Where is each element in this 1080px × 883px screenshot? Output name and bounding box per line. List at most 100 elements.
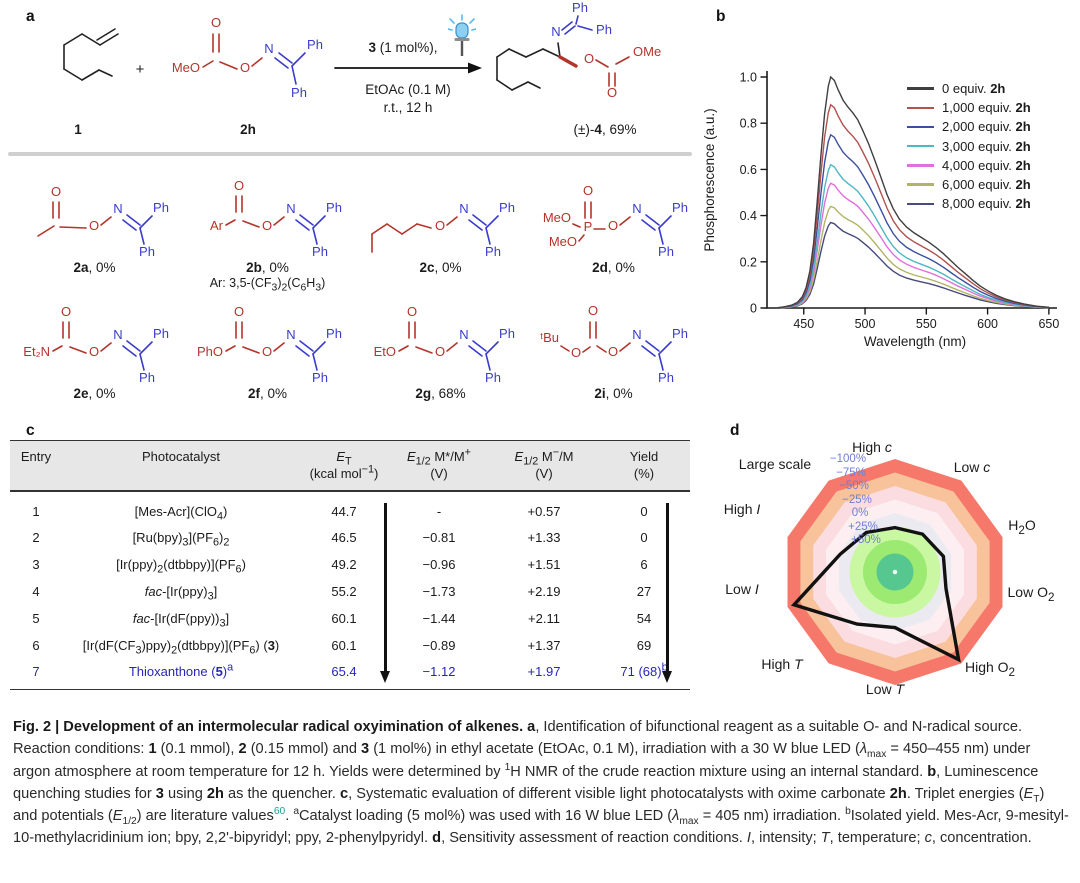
legend-label: 0 equiv. 2h (942, 81, 1006, 97)
legend-label: 3,000 equiv. 2h (942, 138, 1031, 154)
table-cell: 46.5 (331, 530, 357, 546)
radar-axis-label: H2O (1008, 517, 1036, 537)
table-cell: 69 (636, 637, 652, 653)
panel-d-letter: d (730, 422, 740, 439)
svg-text:Ar: Ar (210, 218, 224, 233)
radar-axis-label: High T (761, 656, 803, 672)
svg-text:PhO: PhO (196, 344, 222, 359)
substrate-label-2g: 2g, 68% (415, 386, 466, 401)
table-row-entry-1: 1 [Mes-Acr](ClO4) 44.7 - +0.57 0 (10, 498, 690, 525)
radar-axis-label: Low c (953, 459, 991, 475)
table-cell: −0.81 (422, 530, 456, 546)
legend-item: 8,000 equiv. 2h (907, 194, 1031, 213)
table-cell: 0 (640, 503, 648, 519)
svg-text:Ph: Ph (312, 244, 328, 259)
table-cell: +0.57 (527, 503, 561, 519)
svg-text:450: 450 (793, 317, 814, 331)
table-cell: −1.44 (422, 610, 456, 626)
radar-ring-label: −50% (839, 480, 869, 492)
svg-text:650: 650 (1038, 317, 1059, 331)
table-header-row: Entry Photocatalyst ET (kcal mol−1) E1/2 M*/… (10, 440, 690, 492)
series-line (776, 205, 1049, 309)
table-cell: −1.73 (422, 584, 456, 600)
legend-line-swatch (907, 202, 934, 205)
table-cell: 2 (32, 530, 40, 546)
structure-2c: ON Ph Ph (370, 200, 514, 259)
svg-text:0.4: 0.4 (740, 209, 757, 223)
legend-line-swatch (907, 125, 934, 129)
svg-text:O: O (406, 304, 416, 319)
svg-text:550: 550 (916, 317, 937, 331)
legend-label: 2,000 equiv. 2h (942, 119, 1031, 135)
table-cell: 49.2 (331, 557, 357, 573)
table-header-cell: Yield (%) (629, 449, 659, 481)
table-cell: 60.1 (331, 610, 357, 626)
series-line (776, 133, 1049, 309)
table-body: 1 [Mes-Acr](ClO4) 44.7 - +0.57 0 2 [Ru(bpy)3](P… (10, 492, 690, 691)
table-cell: 60.1 (331, 637, 357, 653)
svg-text:Ph: Ph (153, 200, 169, 215)
svg-text:O: O (607, 218, 617, 233)
table-cell: [Ir(dF(CF3)ppy)2(dtbbpy)](PF6) (3) (82, 637, 280, 657)
svg-text:Ph: Ph (596, 22, 612, 37)
svg-text:0: 0 (750, 302, 757, 316)
svg-text:O: O (261, 344, 271, 359)
svg-text:Ph: Ph (658, 370, 674, 385)
table-cell: [Ir(ppy)2(dtbbpy)](PF6) (116, 557, 246, 576)
table-cell: 55.2 (331, 584, 357, 600)
radar-axis-label: Low T (865, 681, 905, 697)
svg-text:O: O (607, 344, 617, 359)
legend-item: 3,000 equiv. 2h (907, 137, 1031, 156)
svg-text:OMe: OMe (633, 44, 661, 59)
svg-text:+: + (136, 61, 145, 78)
radar-axis-label: Low I (725, 581, 759, 597)
radar-axis-label: High O2 (964, 659, 1016, 679)
svg-text:1.0: 1.0 (740, 71, 757, 85)
series-line (776, 221, 1049, 309)
svg-text:Ph: Ph (499, 326, 515, 341)
svg-text:Ph: Ph (658, 244, 674, 259)
svg-text:O: O (587, 303, 597, 318)
legend-item: 4,000 equiv. 2h (907, 156, 1031, 175)
svg-text:O: O (240, 60, 250, 75)
legend-item: 0 equiv. 2h (907, 79, 1031, 98)
svg-text:Ph: Ph (672, 200, 688, 215)
table-cell: +1.37 (527, 637, 561, 653)
legend-item: 2,000 equiv. 2h (907, 117, 1031, 136)
svg-text:Ph: Ph (312, 370, 328, 385)
table-cell: - (436, 503, 442, 519)
svg-text:MeO: MeO (172, 60, 200, 75)
section-divider (8, 152, 692, 156)
svg-text:N: N (459, 201, 468, 216)
legend-line-swatch (907, 183, 934, 186)
radar-ring-label: 0% (851, 507, 869, 519)
table-cell: +1.97 (527, 664, 561, 680)
svg-text:O: O (434, 344, 444, 359)
table-cell: +2.11 (528, 610, 560, 626)
substrate-cell-2i: ᵗBu O O O N Ph Ph 2i, 0% (527, 290, 700, 401)
legend-label: 1,000 equiv. 2h (942, 100, 1031, 116)
table-cell: 65.4 (331, 664, 357, 680)
svg-text:P: P (583, 219, 592, 234)
svg-text:N: N (286, 327, 295, 342)
svg-text:O: O (233, 304, 243, 319)
legend-line-swatch (907, 144, 934, 148)
table-cell: 27 (636, 584, 652, 600)
svg-text:500: 500 (855, 317, 876, 331)
legend-item: 6,000 equiv. 2h (907, 175, 1031, 194)
product-4-label: (±)-4, 69% (573, 122, 637, 137)
svg-text:0.8: 0.8 (740, 117, 757, 131)
table-row-entry-2: 2 [Ru(bpy)3](PF6)2 46.5 −0.81 +1.33 0 (10, 525, 690, 552)
legend-label: 4,000 equiv. 2h (942, 157, 1031, 173)
substrate-cell-2g: EtO O O N Ph Ph 2g, 68% (354, 290, 527, 401)
table-cell: [Ru(bpy)3](PF6)2 (132, 530, 230, 550)
table-cell: 44.7 (331, 503, 357, 519)
substrate-cell-2e: Et₂N O O N Ph Ph 2e, 0% (8, 290, 181, 401)
radar-axis-label: High I (723, 501, 761, 517)
svg-text:Ph: Ph (672, 326, 688, 341)
radar-axis-label: Low O2 (1007, 584, 1055, 604)
